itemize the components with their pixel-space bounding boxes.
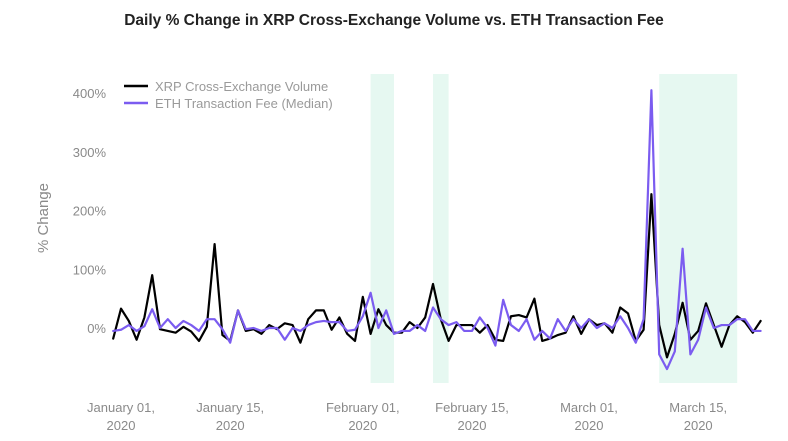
x-tick-label: February 15, 2020 [435, 400, 509, 433]
series-line-eth-fee [112, 89, 762, 371]
x-tick-label: February 01, 2020 [326, 400, 400, 433]
chart-title: Daily % Change in XRP Cross-Exchange Vol… [124, 12, 664, 29]
y-tick-label: 100% [73, 262, 107, 277]
legend-label-1: XRP Cross-Exchange Volume [155, 79, 328, 94]
series-lines [112, 89, 762, 371]
y-tick-label: 200% [73, 204, 107, 219]
x-tick-label: January 01, 2020 [87, 400, 155, 433]
x-tick-label: January 15, 2020 [196, 400, 264, 433]
y-axis: 0% 100% 200% 300% 400% [73, 86, 107, 336]
shaded-region-1 [370, 74, 394, 383]
y-tick-label: 0% [87, 321, 106, 336]
y-tick-label: 400% [73, 86, 107, 101]
series-line-xrp-volume [112, 193, 762, 359]
legend: XRP Cross-Exchange Volume ETH Transaction… [124, 79, 333, 111]
x-tick-label: March 15, 2020 [669, 400, 727, 433]
x-axis: January 01, 2020 January 15, 2020 February 0… [87, 400, 727, 433]
y-tick-label: 300% [73, 145, 107, 160]
x-tick-label: March 01, 2020 [560, 400, 618, 433]
y-axis-label: % Change [35, 183, 52, 253]
legend-label-2: ETH Transaction Fee (Median) [155, 96, 333, 111]
